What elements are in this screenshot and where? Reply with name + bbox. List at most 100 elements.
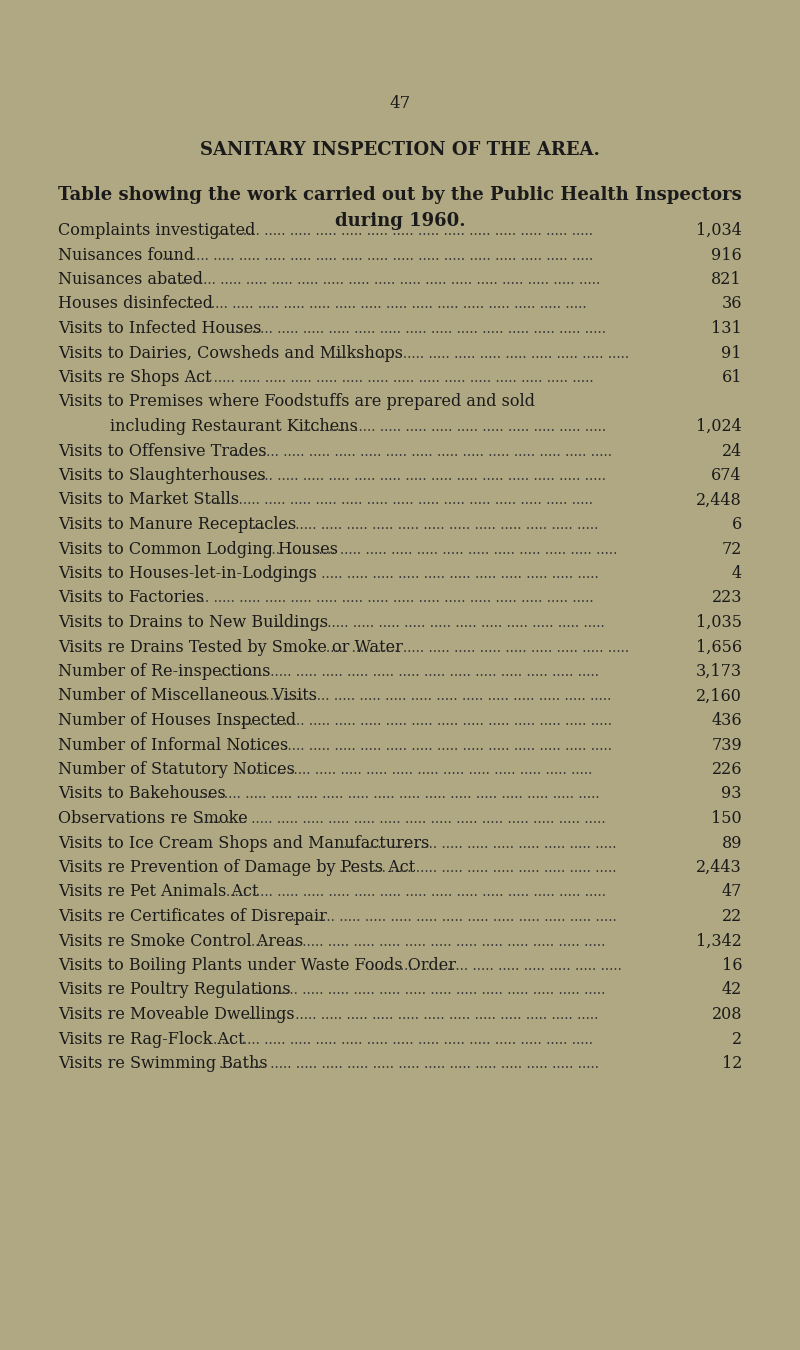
Text: 42: 42 xyxy=(722,981,742,999)
Text: ..... ..... ..... ..... ..... ..... ..... ..... ..... ..... ..... ..... ..... ..: ..... ..... ..... ..... ..... ..... ....… xyxy=(194,787,604,802)
Text: ..... ..... ..... ..... ..... ..... ..... ..... ..... ..... ..... ..... ..... ..: ..... ..... ..... ..... ..... ..... ....… xyxy=(188,371,598,385)
Text: ..... ..... ..... ..... ..... ..... ..... ..... ..... ..... ..... ..... ..... ..: ..... ..... ..... ..... ..... ..... ....… xyxy=(188,591,598,606)
Text: ..... ..... ..... ..... ..... ..... ..... ..... ..... ..... ..... ..... ..... ..: ..... ..... ..... ..... ..... ..... ....… xyxy=(245,518,603,532)
Text: 1,656: 1,656 xyxy=(696,639,742,656)
Text: Table showing the work carried out by the Public Health Inspectors: Table showing the work carried out by th… xyxy=(58,186,742,204)
Text: Observations re Smoke: Observations re Smoke xyxy=(58,810,248,828)
Text: 2: 2 xyxy=(732,1030,742,1048)
Text: Number of Informal Notices: Number of Informal Notices xyxy=(58,737,288,753)
Text: Visits to Bakehouses: Visits to Bakehouses xyxy=(58,786,226,802)
Text: including Restaurant Kitchens: including Restaurant Kitchens xyxy=(110,418,358,435)
Text: ..... ..... ..... ..... ..... ..... ..... ..... ..... ..... ..... ..... ..... ..: ..... ..... ..... ..... ..... ..... ....… xyxy=(263,543,622,556)
Text: 208: 208 xyxy=(711,1006,742,1023)
Text: ..... ..... ..... ..... ..... ..... ..... ..... ..... ..... ..... ..... .....: ..... ..... ..... ..... ..... ..... ....… xyxy=(270,567,602,580)
Text: ..... ..... ..... ..... ..... ..... ..... ..... ..... ..... ..... ..... ..... ..: ..... ..... ..... ..... ..... ..... ....… xyxy=(257,690,616,703)
Text: 2,160: 2,160 xyxy=(696,687,742,705)
Text: Visits to Dairies, Cowsheds and Milkshops: Visits to Dairies, Cowsheds and Milkshop… xyxy=(58,344,403,362)
Text: Visits to Boiling Plants under Waste Foods Order: Visits to Boiling Plants under Waste Foo… xyxy=(58,957,456,973)
Text: Visits to Ice Cream Shops and Manufacturers: Visits to Ice Cream Shops and Manufactur… xyxy=(58,834,430,852)
Text: ..... ..... ..... ..... ..... ..... ..... ..... ..... ..... ..... ..... ..... ..: ..... ..... ..... ..... ..... ..... ....… xyxy=(232,714,616,728)
Text: Number of Re-inspections: Number of Re-inspections xyxy=(58,663,270,680)
Text: Visits to Houses-let-in-Lodgings: Visits to Houses-let-in-Lodgings xyxy=(58,566,317,582)
Text: during 1960.: during 1960. xyxy=(334,212,466,230)
Text: Visits re Shops Act: Visits re Shops Act xyxy=(58,369,212,386)
Text: 89: 89 xyxy=(722,834,742,852)
Text: ..... ..... ..... ..... ..... ..... ..... ..... ..... ..... ..... ..... ..... ..: ..... ..... ..... ..... ..... ..... ....… xyxy=(238,763,597,778)
Text: Visits re Rag-Flock Act: Visits re Rag-Flock Act xyxy=(58,1030,245,1048)
Text: 3,173: 3,173 xyxy=(696,663,742,680)
Text: Visits to Offensive Trades: Visits to Offensive Trades xyxy=(58,443,266,459)
Text: 223: 223 xyxy=(711,590,742,606)
Text: 93: 93 xyxy=(722,786,742,802)
Text: ..... ..... ..... ..... ..... ..... ..... ..... ..... ..... ..... ..... ..... ..: ..... ..... ..... ..... ..... ..... ....… xyxy=(250,984,610,998)
Text: ..... ..... ..... ..... ..... ..... ..... ..... ..... ..... ..... ..... ..... ..: ..... ..... ..... ..... ..... ..... ....… xyxy=(245,1008,603,1022)
Text: 36: 36 xyxy=(722,296,742,312)
Text: 61: 61 xyxy=(722,369,742,386)
Text: 1,024: 1,024 xyxy=(696,418,742,435)
Text: Visits to Common Lodging Houses: Visits to Common Lodging Houses xyxy=(58,540,338,558)
Text: ..... ..... ..... ..... ..... ..... ..... ..... ..... ..... ..... ..... ..... ..: ..... ..... ..... ..... ..... ..... ....… xyxy=(200,811,610,826)
Text: ..... ..... ..... ..... ..... ..... ..... ..... ..... ..... ..... ..... ..... ..: ..... ..... ..... ..... ..... ..... ....… xyxy=(162,248,598,262)
Text: 916: 916 xyxy=(711,247,742,263)
Text: Visits to Slaughterhouses: Visits to Slaughterhouses xyxy=(58,467,266,485)
Text: Nuisances found: Nuisances found xyxy=(58,247,194,263)
Text: ..... ..... ..... ..... ..... ..... ..... ..... ..... ..... ..... .....: ..... ..... ..... ..... ..... ..... ....… xyxy=(302,420,610,433)
Text: 150: 150 xyxy=(711,810,742,828)
Text: ..... ..... ..... ..... ..... ..... ..... ..... ..... ..... ..... ..... ..... ..: ..... ..... ..... ..... ..... ..... ....… xyxy=(219,1057,603,1071)
Text: SANITARY INSPECTION OF THE AREA.: SANITARY INSPECTION OF THE AREA. xyxy=(200,140,600,159)
Text: Visits re Prevention of Damage by Pests Act: Visits re Prevention of Damage by Pests … xyxy=(58,859,415,876)
Text: 4: 4 xyxy=(732,566,742,582)
Text: Visits re Smoke Control Areas: Visits re Smoke Control Areas xyxy=(58,933,303,949)
Text: 47: 47 xyxy=(722,883,742,900)
Text: ..... ..... ..... ..... ..... ..... ..... ..... ..... ..... ..... ..... ..... ..: ..... ..... ..... ..... ..... ..... ....… xyxy=(219,666,603,679)
Text: 12: 12 xyxy=(722,1054,742,1072)
Text: 739: 739 xyxy=(711,737,742,753)
Text: ..... ..... ..... ..... ..... ..... ..... ..... ..... ..... ..... ..... ..... ..: ..... ..... ..... ..... ..... ..... ....… xyxy=(226,468,610,483)
Text: ..... ..... ..... ..... ..... ..... ..... ..... ..... ..... ..... ..... ..... ..: ..... ..... ..... ..... ..... ..... ....… xyxy=(250,934,610,949)
Text: 22: 22 xyxy=(722,909,742,925)
Text: Number of Statutory Notices: Number of Statutory Notices xyxy=(58,761,295,778)
Text: Visits to Infected Houses: Visits to Infected Houses xyxy=(58,320,262,338)
Text: 47: 47 xyxy=(390,95,410,112)
Text: Number of Houses Inspected: Number of Houses Inspected xyxy=(58,711,296,729)
Text: ..... ..... ..... ..... ..... ..... ..... ..... ..... ..... ..... ..... ..... ..: ..... ..... ..... ..... ..... ..... ....… xyxy=(213,1033,598,1046)
Text: ..... ..... ..... ..... ..... ..... ..... ..... ..... ..... ..... ..... ..... ..: ..... ..... ..... ..... ..... ..... ....… xyxy=(232,444,616,459)
Text: ..... ..... ..... ..... ..... ..... ..... ..... ..... ..... ..... ..... ..... ..: ..... ..... ..... ..... ..... ..... ....… xyxy=(232,738,616,752)
Text: Visits to Manure Receptacles: Visits to Manure Receptacles xyxy=(58,516,296,533)
Text: ..... ..... ..... ..... ..... ..... ..... ..... ..... ..... ..... ..... .....: ..... ..... ..... ..... ..... ..... ....… xyxy=(276,616,609,630)
Text: Visits to Market Stalls: Visits to Market Stalls xyxy=(58,491,239,509)
Text: 226: 226 xyxy=(711,761,742,778)
Text: Number of Miscellaneous Visits: Number of Miscellaneous Visits xyxy=(58,687,317,705)
Text: 674: 674 xyxy=(711,467,742,485)
Text: ..... ..... ..... ..... ..... ..... ..... ..... ..... ..... ..... ..... ..... ..: ..... ..... ..... ..... ..... ..... ....… xyxy=(213,224,598,238)
Text: ..... ..... ..... ..... ..... ..... ..... ..... ..... ..... ..... ..... ..... ..: ..... ..... ..... ..... ..... ..... ....… xyxy=(226,886,610,899)
Text: 2,443: 2,443 xyxy=(696,859,742,876)
Text: ..... ..... ..... ..... ..... ..... ..... ..... ..... ..... ..... ..... .....: ..... ..... ..... ..... ..... ..... ....… xyxy=(289,910,622,923)
Text: Visits to Factories: Visits to Factories xyxy=(58,590,204,606)
Text: ..... ..... ..... ..... ..... ..... ..... ..... ..... .....: ..... ..... ..... ..... ..... ..... ....… xyxy=(370,958,626,973)
Text: 91: 91 xyxy=(722,344,742,362)
Text: ..... ..... ..... ..... ..... ..... ..... ..... ..... ..... ..... ..... ..... ..: ..... ..... ..... ..... ..... ..... ....… xyxy=(169,273,605,288)
Text: Visits to Premises where Foodstuffs are prepared and sold: Visits to Premises where Foodstuffs are … xyxy=(58,393,535,410)
Text: Visits to Drains to New Buildings: Visits to Drains to New Buildings xyxy=(58,614,328,630)
Text: ..... ..... ..... ..... ..... ..... ..... ..... ..... ..... ..... ..... ..... ..: ..... ..... ..... ..... ..... ..... ....… xyxy=(226,323,610,336)
Text: ..... ..... ..... ..... ..... ..... ..... ..... ..... ..... ..... .....: ..... ..... ..... ..... ..... ..... ....… xyxy=(326,640,634,655)
Text: ..... ..... ..... ..... ..... ..... ..... ..... ..... ..... ..... .....: ..... ..... ..... ..... ..... ..... ....… xyxy=(326,347,634,360)
Text: ..... ..... ..... ..... ..... ..... ..... ..... ..... ..... .....: ..... ..... ..... ..... ..... ..... ....… xyxy=(339,837,621,850)
Text: Visits re Drains Tested by Smoke or Water: Visits re Drains Tested by Smoke or Wate… xyxy=(58,639,403,656)
Text: ..... ..... ..... ..... ..... ..... ..... ..... ..... ..... .....: ..... ..... ..... ..... ..... ..... ....… xyxy=(339,861,621,875)
Text: Visits re Moveable Dwellings: Visits re Moveable Dwellings xyxy=(58,1006,294,1023)
Text: Visits re Pet Animals Act: Visits re Pet Animals Act xyxy=(58,883,258,900)
Text: 72: 72 xyxy=(722,540,742,558)
Text: Houses disinfected: Houses disinfected xyxy=(58,296,213,312)
Text: 1,342: 1,342 xyxy=(696,933,742,949)
Text: Visits re Swimming Baths: Visits re Swimming Baths xyxy=(58,1054,268,1072)
Text: Complaints investigated: Complaints investigated xyxy=(58,221,255,239)
Text: Visits re Poultry Regulations: Visits re Poultry Regulations xyxy=(58,981,290,999)
Text: ..... ..... ..... ..... ..... ..... ..... ..... ..... ..... ..... ..... ..... ..: ..... ..... ..... ..... ..... ..... ....… xyxy=(213,494,598,508)
Text: 1,035: 1,035 xyxy=(696,614,742,630)
Text: 131: 131 xyxy=(711,320,742,338)
Text: 16: 16 xyxy=(722,957,742,973)
Text: ..... ..... ..... ..... ..... ..... ..... ..... ..... ..... ..... ..... ..... ..: ..... ..... ..... ..... ..... ..... ....… xyxy=(182,297,591,312)
Text: 821: 821 xyxy=(711,271,742,288)
